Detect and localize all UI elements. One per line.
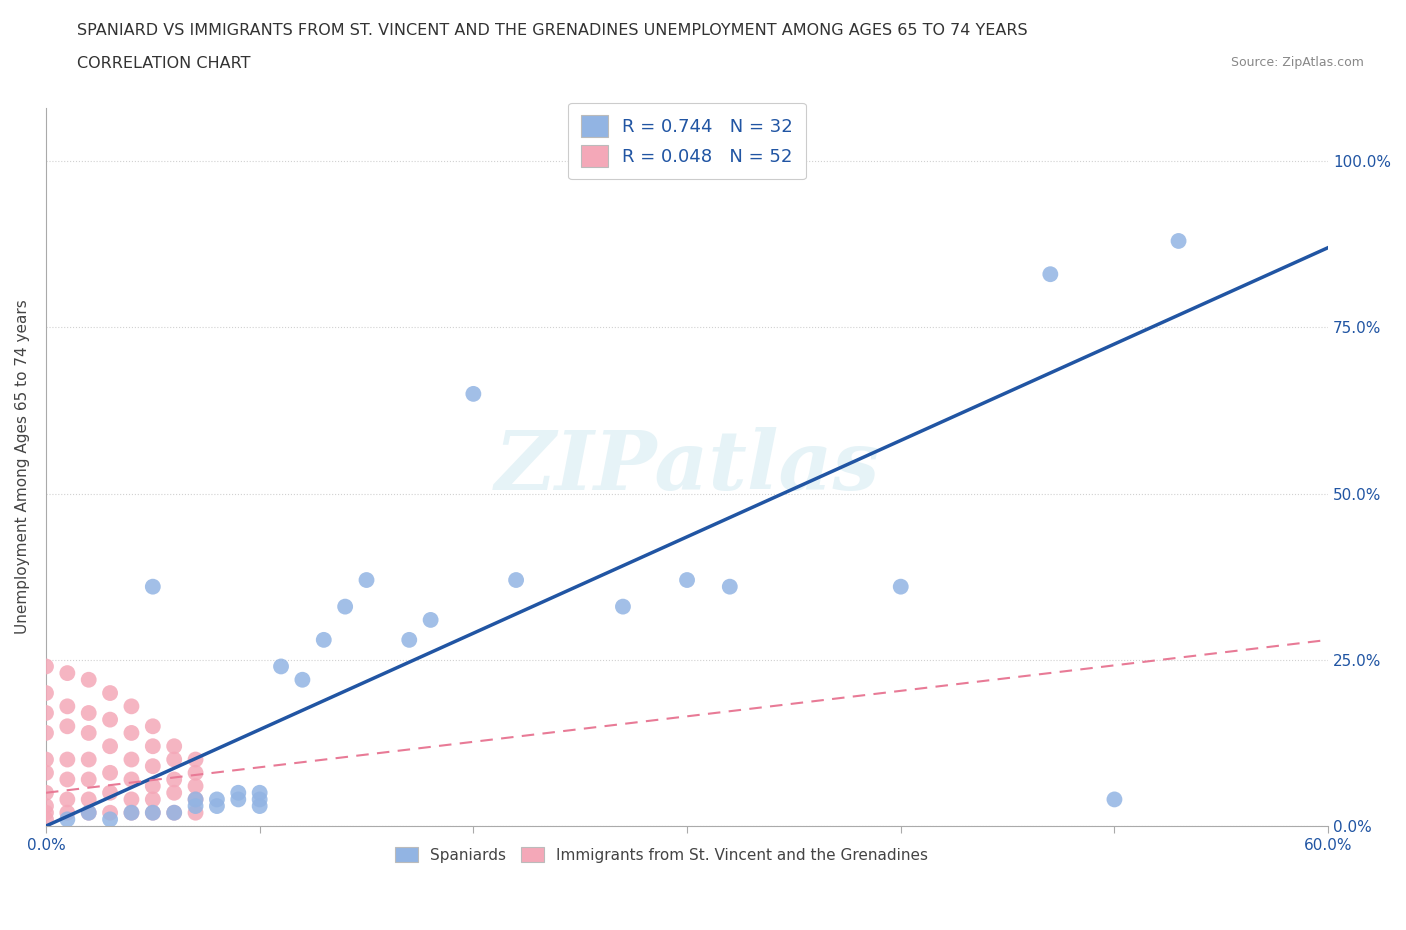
Point (77, 725, 100, 740)
Point (77, 706, 100, 721)
Point (77, 672, 100, 687)
Point (77, 772, 100, 787)
Point (419, 613, 441, 628)
Point (56, 719, 79, 734)
Point (270, 659, 292, 674)
Point (142, 805, 165, 820)
Point (1167, 233, 1189, 248)
Point (333, 599, 356, 614)
Point (98, 805, 121, 820)
Point (35, 765, 58, 780)
Point (249, 785, 271, 800)
Point (226, 785, 249, 800)
Point (35, 706, 58, 721)
Point (120, 805, 142, 820)
Point (120, 725, 142, 740)
Point (676, 573, 699, 588)
Point (77, 805, 100, 820)
Point (142, 805, 165, 820)
Point (56, 666, 79, 681)
Point (249, 799, 271, 814)
Point (35, 812, 58, 827)
Y-axis label: Unemployment Among Ages 65 to 74 years: Unemployment Among Ages 65 to 74 years (15, 299, 30, 634)
Point (505, 573, 527, 588)
Point (163, 805, 186, 820)
Point (312, 632, 335, 647)
Point (98, 785, 121, 800)
Point (291, 672, 314, 687)
Text: CORRELATION CHART: CORRELATION CHART (77, 56, 250, 71)
Point (142, 579, 165, 594)
Point (612, 599, 634, 614)
Point (98, 685, 121, 700)
Point (398, 632, 420, 647)
Point (120, 792, 142, 807)
Point (77, 752, 100, 767)
Point (142, 738, 165, 753)
Point (142, 792, 165, 807)
Point (56, 812, 79, 827)
Point (463, 387, 485, 402)
Point (163, 752, 186, 767)
Point (890, 579, 912, 594)
Point (184, 799, 207, 814)
Legend: Spaniards, Immigrants from St. Vincent and the Grenadines: Spaniards, Immigrants from St. Vincent a… (388, 841, 935, 869)
Point (163, 785, 186, 800)
Point (35, 785, 58, 800)
Point (98, 712, 121, 727)
Point (356, 573, 378, 588)
Point (56, 792, 79, 807)
Point (56, 772, 79, 787)
Point (184, 752, 207, 767)
Point (35, 725, 58, 740)
Point (35, 685, 58, 700)
Point (184, 765, 207, 780)
Point (120, 752, 142, 767)
Text: SPANIARD VS IMMIGRANTS FROM ST. VINCENT AND THE GRENADINES UNEMPLOYMENT AMONG AG: SPANIARD VS IMMIGRANTS FROM ST. VINCENT … (77, 23, 1028, 38)
Text: Source: ZipAtlas.com: Source: ZipAtlas.com (1230, 56, 1364, 69)
Point (718, 579, 741, 594)
Point (142, 719, 165, 734)
Point (77, 805, 100, 820)
Point (77, 792, 100, 807)
Point (163, 805, 186, 820)
Point (142, 778, 165, 793)
Point (1104, 792, 1126, 807)
Point (205, 799, 228, 814)
Point (98, 738, 121, 753)
Text: ZIPatlas: ZIPatlas (495, 427, 880, 507)
Point (205, 792, 228, 807)
Point (120, 805, 142, 820)
Point (35, 799, 58, 814)
Point (98, 765, 121, 780)
Point (184, 805, 207, 820)
Point (35, 659, 58, 674)
Point (184, 778, 207, 793)
Point (98, 812, 121, 827)
Point (35, 805, 58, 820)
Point (35, 752, 58, 767)
Point (184, 792, 207, 807)
Point (56, 699, 79, 714)
Point (56, 752, 79, 767)
Point (163, 738, 186, 753)
Point (142, 759, 165, 774)
Point (226, 792, 249, 807)
Point (1039, 267, 1062, 282)
Point (120, 699, 142, 714)
Point (249, 792, 271, 807)
Point (56, 805, 79, 820)
Point (184, 792, 207, 807)
Point (120, 772, 142, 787)
Point (163, 772, 186, 787)
